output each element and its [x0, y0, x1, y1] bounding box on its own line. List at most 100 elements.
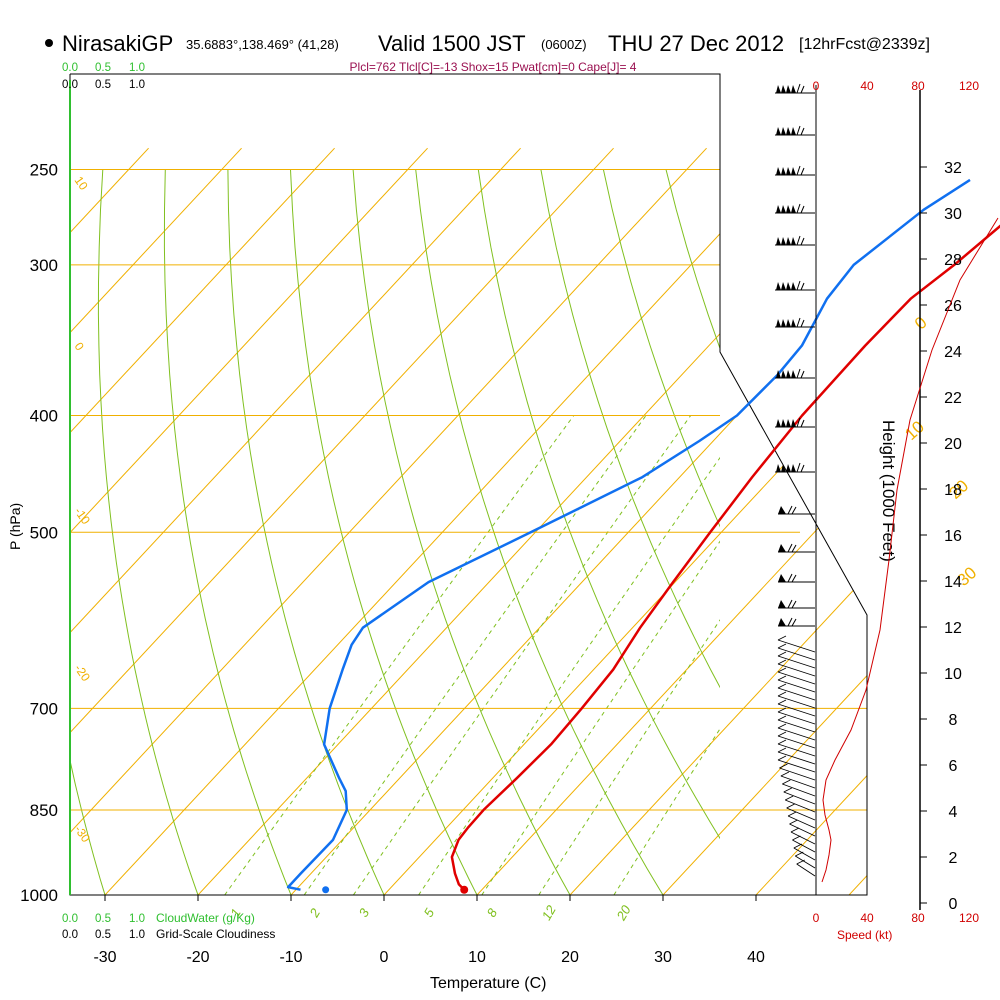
- height-tick-label: 0: [949, 896, 958, 913]
- cloud-tick-bottom-1: 0.5: [95, 913, 111, 925]
- wind-barb: [777, 659, 816, 677]
- mixing-ratio-label: 3: [356, 905, 373, 919]
- wind-barb: [790, 827, 816, 845]
- temperature-tick-label: 30: [654, 949, 672, 966]
- wind-barb: [796, 859, 816, 877]
- speed-scale-bottom: 0 40 80 120: [813, 911, 980, 925]
- dry-adiabat-line: [854, 170, 1000, 921]
- mixing-ratio-lines: [224, 415, 720, 895]
- station-bullet-icon: [45, 39, 53, 47]
- height-tick-label: 12: [944, 620, 962, 637]
- wind-barb: [777, 731, 816, 749]
- isotherm-line: [731, 147, 867, 895]
- speed-scale-top: 0 40 80 120: [813, 79, 980, 93]
- temperature-axis-ticks: -30 -20 -10 0 10 20 30 40: [93, 895, 765, 966]
- cloud-water-scale-top: 0.0 0.5 1.0 0.0 0.5 1.0: [62, 62, 145, 91]
- speed-tick-bottom: 0: [813, 911, 820, 925]
- dry-adiabat-line: [163, 169, 292, 895]
- station-coords: 35.6883°,138.469° (41,28): [186, 37, 339, 52]
- temperature-surface-marker: [460, 885, 469, 894]
- sounding-traces: [286, 178, 1000, 894]
- mixing-ratio-labels: 1 2 3 5 8 12 20: [227, 902, 634, 924]
- isotherm-line: [70, 147, 521, 895]
- temperature-line: [450, 224, 1000, 891]
- height-tick-label: 20: [944, 436, 962, 453]
- isotherm-label: -20: [72, 662, 94, 685]
- wind-barb: [777, 667, 816, 685]
- mixing-ratio-label: 8: [484, 905, 501, 919]
- cloudiness-tick-top-0: 0.0: [62, 79, 78, 91]
- isotherm-line: [824, 147, 867, 895]
- temperature-axis-label: Temperature (C): [430, 975, 546, 992]
- wind-barb: [778, 573, 815, 583]
- height-tick-label: 6: [949, 758, 958, 775]
- wind-barb: [777, 699, 816, 717]
- cloud-tick-top-0: 0.0: [62, 62, 78, 74]
- speed-tick-top: 80: [911, 79, 925, 93]
- height-tick-label: 22: [944, 390, 962, 407]
- temperature-tick-label: 20: [561, 949, 579, 966]
- isotherm-line: [70, 147, 242, 895]
- cloudiness-label: Grid-Scale Cloudiness: [156, 927, 275, 941]
- cloudiness-tick-top-1: 0.5: [95, 79, 111, 91]
- utc-time: (0600Z): [541, 37, 587, 52]
- isotherm-line: [545, 147, 867, 895]
- isotherm-line: [173, 147, 867, 895]
- cloud-water-label: CloudWater (g/Kg): [156, 911, 255, 925]
- temperature-tick-label: 10: [468, 949, 486, 966]
- height-tick-label: 16: [944, 528, 962, 545]
- valid-time: Valid 1500 JST: [378, 31, 526, 56]
- cloud-tick-top-1: 0.5: [95, 62, 111, 74]
- speed-tick-bottom: 80: [911, 911, 925, 925]
- wind-barb: [777, 723, 816, 741]
- pressure-tick-label: 850: [30, 801, 58, 820]
- cloud-tick-top-2: 1.0: [129, 62, 145, 74]
- isotherm-label: -10: [72, 505, 94, 528]
- dry-adiabat-line: [979, 170, 1000, 921]
- wind-barb: [777, 675, 816, 693]
- wind-barb: [775, 165, 815, 176]
- isotherm-label: 10: [901, 417, 928, 444]
- wind-barb: [777, 755, 816, 773]
- wind-barb: [789, 819, 816, 837]
- height-axis-label: Height (1000 Feet): [879, 420, 898, 562]
- mixing-ratio-line: [352, 415, 692, 895]
- dry-adiabat-line: [352, 169, 571, 895]
- dry-adiabat-line: [415, 169, 664, 895]
- isotherm-label: 0: [911, 313, 931, 333]
- isotherm-line: [70, 147, 428, 895]
- isotherm-lines: [70, 147, 867, 895]
- isotherm-label: 0: [72, 340, 87, 354]
- height-tick-label: 10: [944, 666, 962, 683]
- mixing-ratio-line: [303, 415, 647, 895]
- pressure-axis-label: P (hPa): [7, 503, 23, 550]
- wind-barb: [793, 843, 816, 861]
- height-tick-label: 18: [944, 482, 962, 499]
- dry-adiabat-line: [602, 169, 720, 528]
- isotherm-line: [70, 147, 335, 895]
- stability-indices: Plcl=762 Tlcl[C]=-13 Shox=15 Pwat[cm]=0 …: [350, 60, 637, 74]
- temperature-tick-label: 40: [747, 949, 765, 966]
- dry-adiabat-line: [290, 169, 478, 895]
- height-profile-line: [821, 217, 999, 883]
- wind-barb: [784, 795, 816, 813]
- wind-barb: [777, 707, 816, 725]
- mixing-ratio-label: 12: [539, 902, 560, 923]
- speed-tick-top: 0: [813, 79, 820, 93]
- cloud-water-scale-bottom: 0.0 0.5 1.0 CloudWater (g/Kg) 0.0 0.5 1.…: [62, 911, 275, 941]
- wind-barb: [778, 543, 815, 553]
- pressure-axis-ticks: 250 300 400 500 700 850 1000: [20, 161, 58, 906]
- mixing-ratio-line: [613, 727, 720, 895]
- wind-barb: [775, 83, 815, 94]
- height-tick-label: 8: [949, 712, 958, 729]
- wind-barb: [775, 125, 815, 136]
- dry-adiabat-line: [540, 169, 720, 689]
- dry-adiabat-line: [477, 169, 720, 840]
- isotherm-line: [80, 147, 800, 895]
- height-tick-label: 2: [949, 850, 958, 867]
- wind-barb: [778, 505, 815, 515]
- temperature-tick-label: -20: [186, 949, 209, 966]
- wind-barb: [786, 803, 816, 821]
